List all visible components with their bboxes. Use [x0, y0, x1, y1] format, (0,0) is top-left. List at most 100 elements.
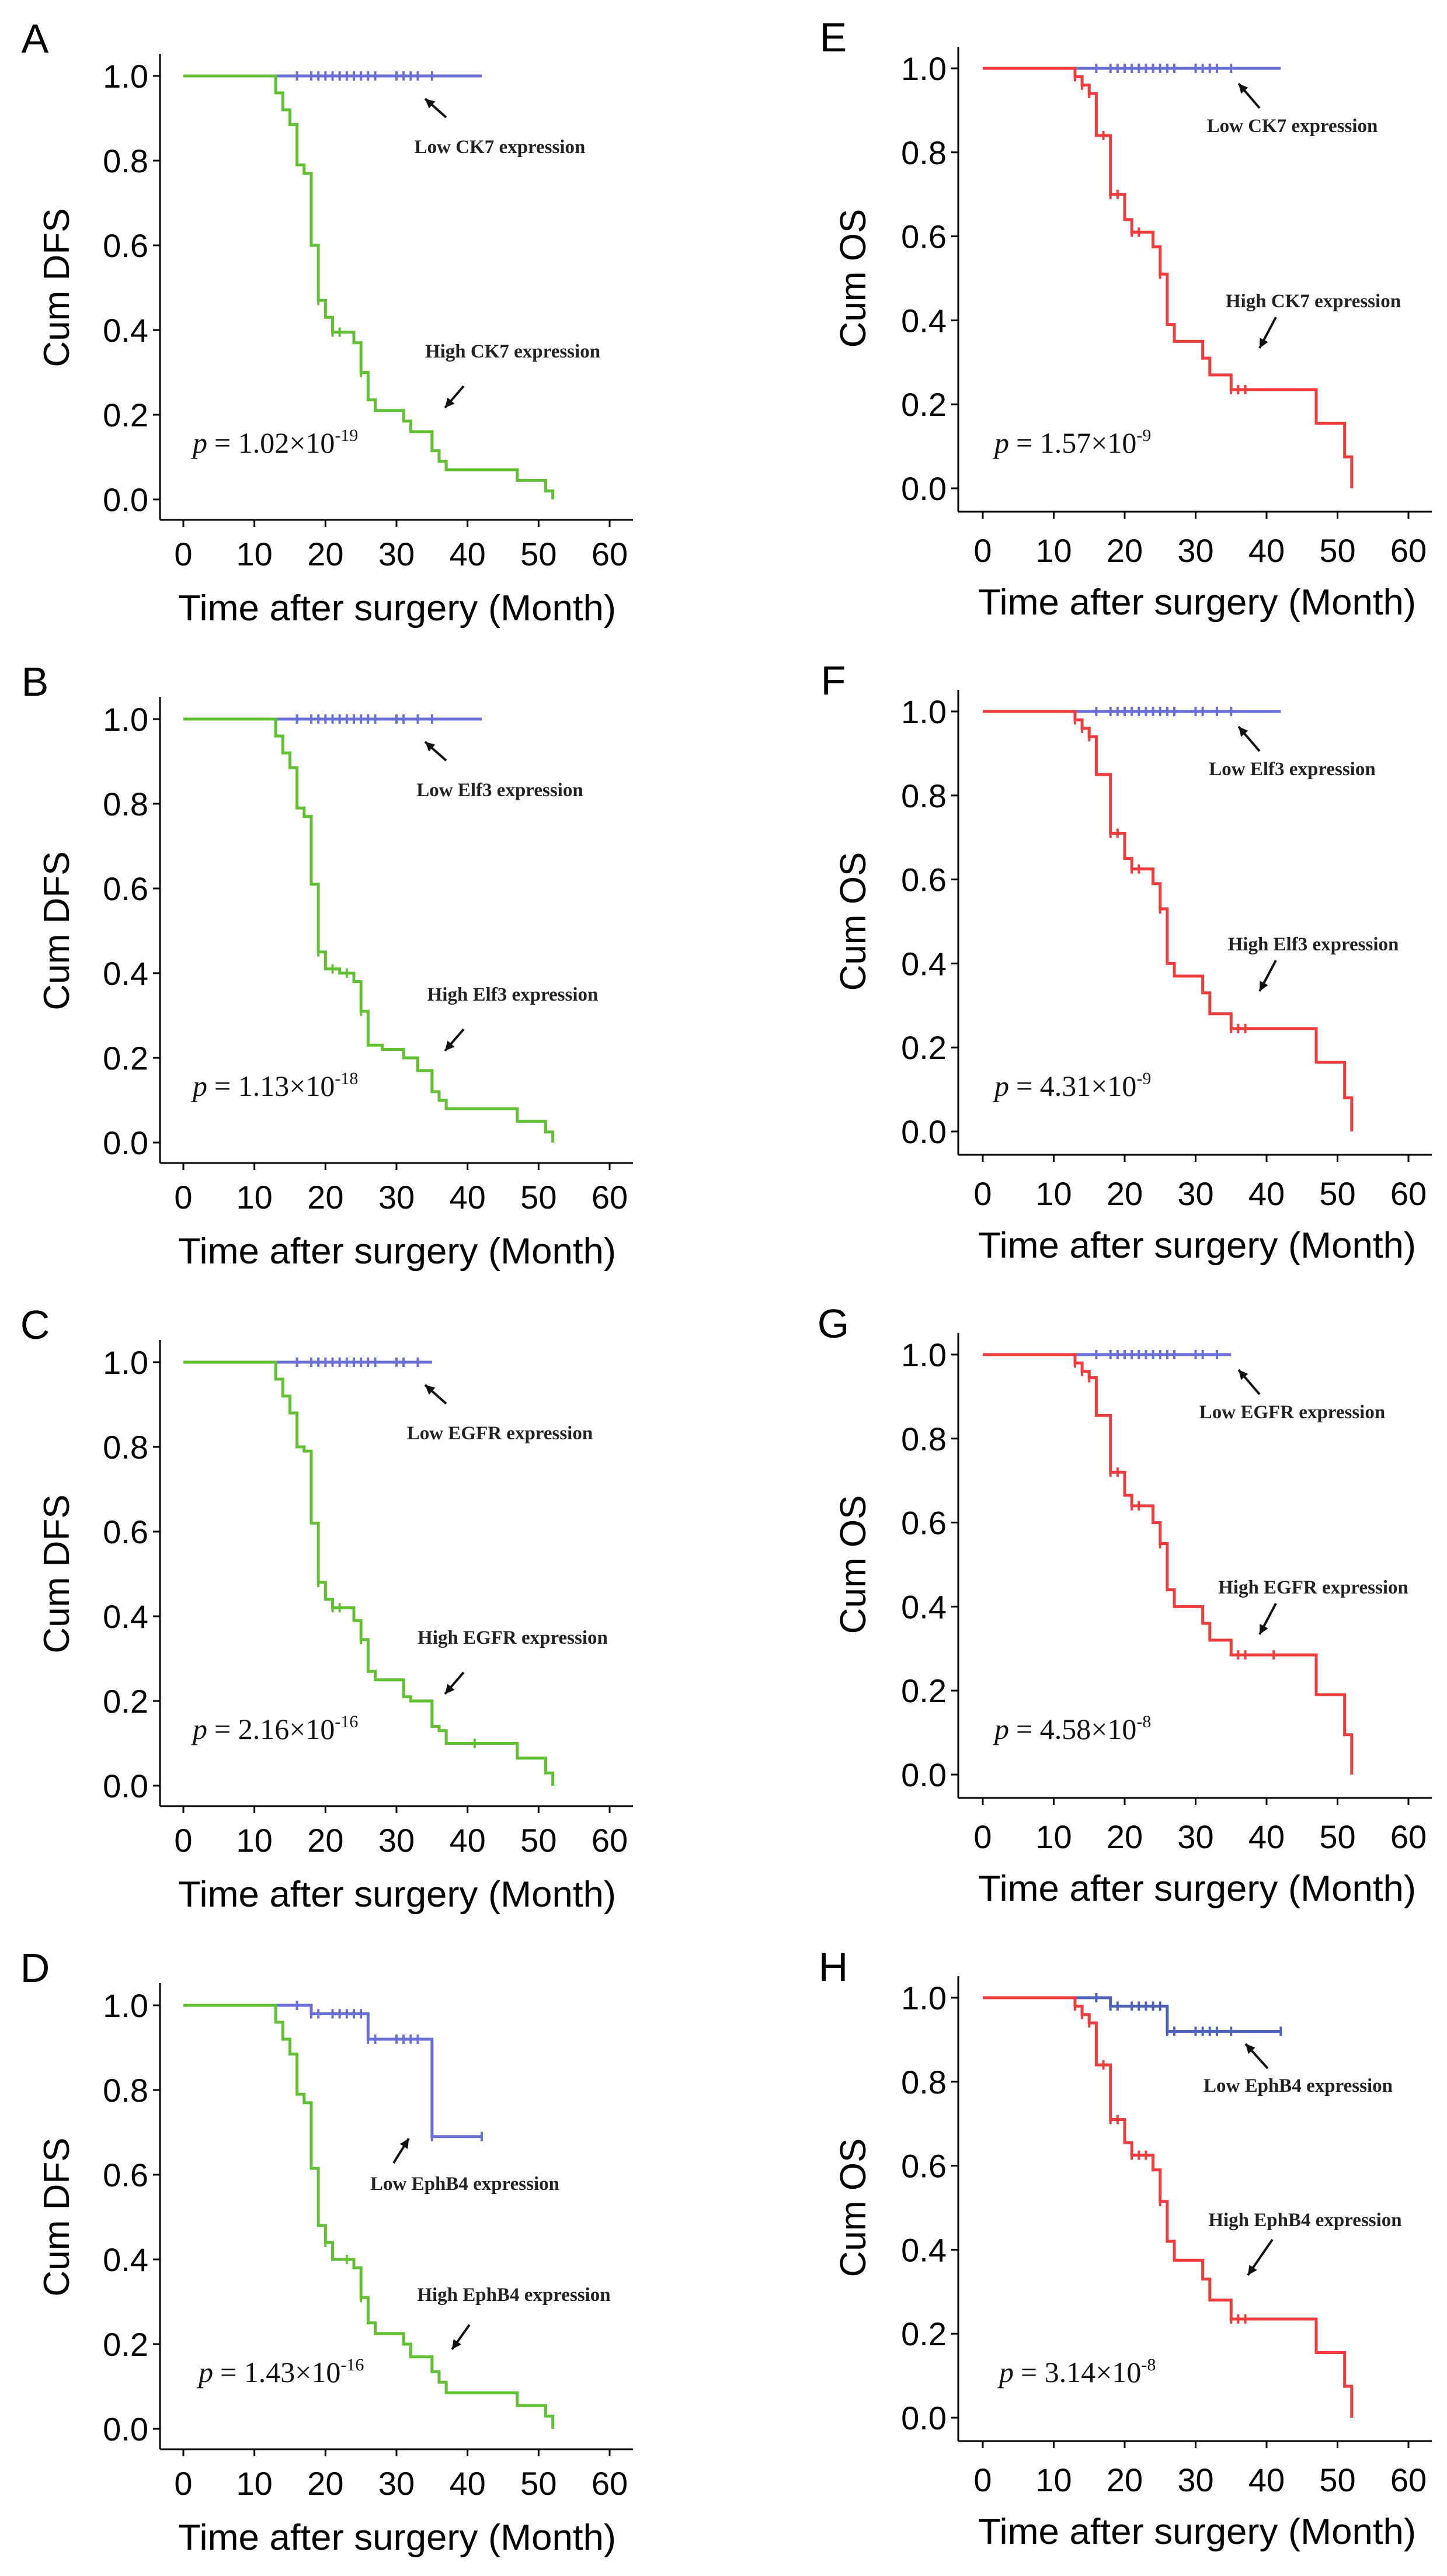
- x-tick-label: 10: [236, 1179, 273, 1216]
- p-value: p = 1.13×10-18: [191, 1069, 358, 1102]
- x-tick-label: 10: [1035, 532, 1072, 569]
- high-label-arrow-icon: [444, 1671, 465, 1695]
- x-tick-label: 50: [520, 1822, 556, 1859]
- y-tick-label: 0.0: [103, 1124, 148, 1161]
- p-value: p = 1.57×10-9: [993, 426, 1151, 459]
- panel-E: E 0.0 0.2 0.4 0.6 0.8 1.0 0 10 20 30 40 50 60 Cum OS Ti…: [820, 15, 1432, 623]
- p-symbol: p: [191, 1713, 207, 1745]
- x-axis-title: Time after surgery (Month): [178, 1231, 616, 1272]
- y-axis-title: Cum OS: [833, 1495, 874, 1634]
- y-tick-label: 0.2: [103, 1683, 148, 1720]
- x-tick-label: 30: [1177, 2462, 1213, 2498]
- x-tick-label: 0: [973, 1818, 992, 1855]
- y-tick-label: 0.2: [901, 2315, 947, 2352]
- p-symbol: p: [993, 426, 1009, 459]
- high-expression-label: High EphB4 expression: [1208, 2210, 1401, 2231]
- x-tick-label: 40: [450, 2465, 486, 2502]
- y-axis-title: Cum DFS: [37, 851, 77, 1010]
- low-expression-label: Low EGFR expression: [1199, 1402, 1385, 1423]
- x-axis-title: Time after surgery (Month): [978, 1869, 1416, 1909]
- panel-letter: G: [818, 1301, 849, 1346]
- x-tick-label: 50: [520, 536, 556, 572]
- y-tick-label: 0.4: [901, 945, 947, 982]
- low-expression-label: Low Elf3 expression: [1209, 759, 1375, 780]
- x-tick-label: 20: [307, 2465, 343, 2502]
- low-expression-series: [183, 2001, 483, 2141]
- panel-H: H 0.0 0.2 0.4 0.6 0.8 1.0 0 10 20 30 40 50 60 Cum OS Ti…: [819, 1944, 1432, 2552]
- y-tick-label: 0.8: [901, 2064, 947, 2101]
- y-tick-label: 1.0: [103, 58, 148, 95]
- y-tick-label: 1.0: [103, 701, 148, 738]
- x-tick-label: 50: [520, 1179, 556, 1216]
- high-expression-series: [983, 710, 1354, 1131]
- survival-curve: [983, 1996, 1354, 2418]
- y-tick-label: 0.8: [901, 777, 947, 814]
- low-label-arrow-icon: [1244, 2043, 1269, 2070]
- high-label-arrow-icon: [1247, 2238, 1274, 2276]
- low-label-arrow-icon: [392, 2137, 410, 2164]
- low-label-arrow-icon: [424, 98, 447, 119]
- x-tick-label: 10: [236, 2465, 273, 2502]
- x-tick-label: 50: [520, 2465, 556, 2502]
- low-label-arrow-icon: [1237, 82, 1261, 109]
- y-tick-label: 0.8: [901, 1421, 947, 1457]
- y-tick-label: 0.6: [901, 218, 947, 255]
- high-expression-label: High CK7 expression: [1226, 291, 1401, 312]
- x-axis-title: Time after surgery (Month): [178, 1874, 616, 1915]
- y-tick-label: 0.4: [901, 1588, 947, 1625]
- p-symbol: p: [191, 426, 207, 459]
- p-symbol: p: [993, 1070, 1009, 1102]
- low-expression-label: Low Elf3 expression: [416, 780, 583, 801]
- panel-letter: F: [821, 658, 846, 703]
- panel-letter: D: [20, 1945, 50, 1991]
- y-tick-label: 0.8: [901, 134, 947, 171]
- p-value-text: = 2.16×10: [214, 1713, 335, 1745]
- survival-curve: [183, 2004, 555, 2429]
- low-label-arrow-icon: [424, 741, 447, 762]
- p-value-text: = 3.14×10: [1021, 2356, 1141, 2388]
- x-tick-label: 60: [1390, 1175, 1427, 1212]
- p-value-text: = 1.43×10: [220, 2356, 340, 2388]
- y-tick-label: 0.0: [103, 481, 148, 518]
- y-tick-label: 1.0: [901, 50, 947, 87]
- high-label-arrow-icon: [1258, 960, 1277, 992]
- x-tick-label: 10: [1035, 1818, 1072, 1855]
- p-value: p = 1.02×10-19: [191, 426, 358, 459]
- y-tick-label: 1.0: [103, 1344, 148, 1381]
- y-tick-label: 1.0: [103, 1987, 148, 2024]
- high-label-arrow-icon: [444, 385, 465, 409]
- y-tick-label: 0.0: [901, 1756, 947, 1793]
- y-tick-label: 0.2: [103, 1040, 148, 1077]
- x-tick-label: 0: [174, 1179, 192, 1216]
- x-tick-label: 50: [1319, 1175, 1355, 1212]
- high-expression-series: [183, 74, 555, 499]
- panel-letter: B: [22, 659, 49, 704]
- low-expression-label: Low EphB4 expression: [1203, 2075, 1393, 2096]
- y-tick-label: 0.4: [103, 1598, 148, 1635]
- p-value-text: = 4.58×10: [1016, 1713, 1136, 1745]
- x-tick-label: 30: [378, 536, 415, 572]
- low-label-arrow-icon: [424, 1384, 447, 1405]
- panel-letter: E: [820, 15, 847, 60]
- x-tick-label: 20: [1107, 532, 1143, 569]
- y-tick-label: 0.4: [103, 955, 148, 992]
- y-tick-label: 0.4: [901, 2231, 947, 2268]
- y-axis-title: Cum OS: [833, 209, 874, 348]
- x-tick-label: 60: [592, 1822, 628, 1859]
- y-tick-label: 0.0: [103, 1768, 148, 1804]
- high-expression-label: High Elf3 expression: [427, 984, 599, 1005]
- x-tick-label: 20: [307, 1822, 343, 1859]
- y-tick-label: 0.4: [103, 312, 148, 349]
- high-expression-series: [183, 2004, 555, 2429]
- y-tick-label: 0.2: [901, 1029, 947, 1066]
- x-tick-label: 30: [378, 1822, 415, 1859]
- high-expression-series: [983, 1996, 1354, 2418]
- x-tick-label: 20: [1107, 1175, 1143, 1212]
- x-tick-label: 30: [1177, 532, 1213, 569]
- y-tick-label: 0.6: [103, 1513, 148, 1550]
- y-tick-label: 0.8: [103, 2072, 148, 2109]
- x-tick-label: 60: [1390, 2462, 1427, 2498]
- x-tick-label: 30: [1177, 1818, 1213, 1855]
- x-tick-label: 0: [973, 2462, 992, 2498]
